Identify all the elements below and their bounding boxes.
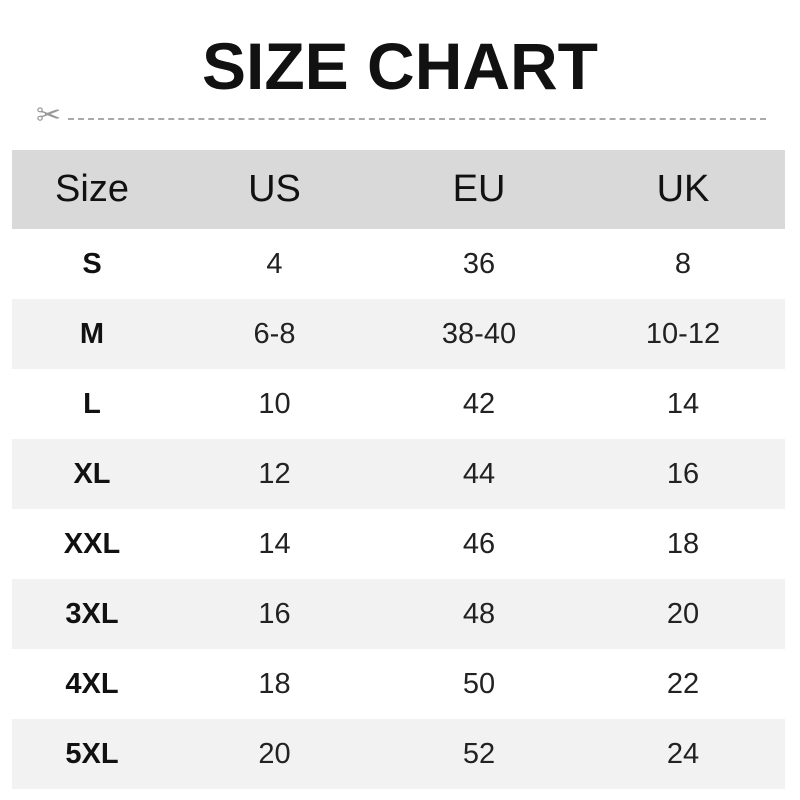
dashed-divider [68, 118, 766, 120]
table-row: XL 12 44 16 [12, 439, 785, 509]
cell-size: M [12, 299, 172, 369]
cell-us: 20 [172, 719, 377, 789]
cell-uk: 16 [581, 439, 785, 509]
cell-uk: 8 [674, 247, 692, 280]
table-row: 3XL 16 48 20 [12, 579, 785, 649]
cell-size: 3XL [12, 579, 172, 649]
cut-line: ✂ [36, 99, 766, 132]
header-us: US [172, 150, 377, 229]
cell-eu: 36 [462, 247, 496, 280]
cell-us: 6-8 [172, 299, 377, 369]
cell-eu: 50 [462, 667, 496, 700]
cell-uk: 24 [581, 719, 785, 789]
cell-eu: 48 [377, 579, 581, 649]
header-uk: UK [581, 150, 785, 229]
cell-us: 4 [266, 247, 283, 280]
cell-size: L [83, 387, 101, 420]
cell-uk: 10-12 [581, 299, 785, 369]
scissors-icon: ✂ [36, 99, 62, 132]
page-title: SIZE CHART [202, 29, 598, 103]
table-row: M 6-8 38-40 10-12 [12, 299, 785, 369]
cell-uk: 14 [666, 387, 700, 420]
cell-uk: 20 [581, 579, 785, 649]
cell-eu: 44 [377, 439, 581, 509]
cell-eu: 38-40 [377, 299, 581, 369]
table-row: XXL 14 46 18 [12, 509, 785, 579]
cell-us: 14 [258, 527, 291, 560]
cell-size: XXL [63, 527, 121, 560]
cell-eu: 42 [462, 387, 496, 420]
cell-eu: 46 [462, 527, 496, 560]
cell-us: 10 [258, 387, 291, 420]
cell-uk: 22 [666, 667, 700, 700]
cell-uk: 18 [666, 527, 700, 560]
cell-size: S [82, 247, 102, 280]
header-size: Size [12, 150, 172, 229]
cell-us: 16 [172, 579, 377, 649]
cell-size: 5XL [12, 719, 172, 789]
cell-us: 12 [172, 439, 377, 509]
table-row: 4XL 18 50 22 [12, 649, 785, 719]
cell-size: XL [12, 439, 172, 509]
header-row: Size US EU UK [12, 150, 785, 229]
table-row: L 10 42 14 [12, 369, 785, 439]
cell-eu: 52 [377, 719, 581, 789]
header-eu: EU [377, 150, 581, 229]
table-row: 5XL 20 52 24 [12, 719, 785, 789]
size-table: Size US EU UK S 4 36 8 M 6-8 38-40 10-12 L 10 42 14… [12, 150, 785, 789]
cell-us: 18 [258, 667, 291, 700]
cell-size: 4XL [65, 667, 119, 700]
table-row: S 4 36 8 [12, 229, 785, 299]
